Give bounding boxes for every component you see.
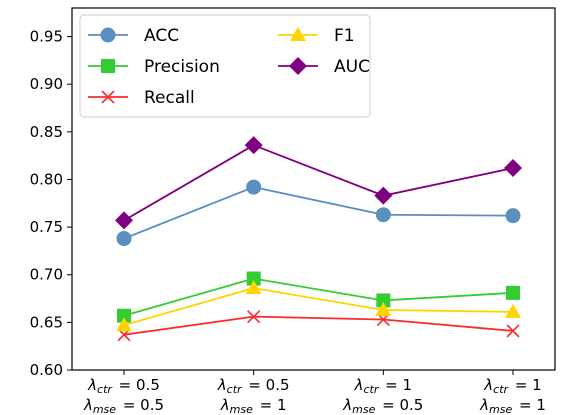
x-tick-label-bottom: λmse = 0.5 (83, 396, 164, 415)
legend: ACC Precision Recall F1 AUC (79, 14, 371, 118)
series-line-precision (123, 277, 514, 317)
data-point-auc (244, 136, 263, 155)
series-precision (117, 271, 520, 323)
x-tick-subscript: mse (230, 403, 253, 415)
data-point-f1 (505, 303, 521, 318)
x-tick-subscript: ctr (493, 383, 509, 396)
data-point-recall (247, 310, 261, 324)
legend-label: ACC (144, 26, 179, 46)
data-point-precision (117, 308, 131, 323)
legend-label: AUC (334, 57, 370, 77)
x-tick-value: = 1 (510, 376, 542, 394)
data-point-auc (115, 211, 133, 230)
legend-marker-acc (100, 27, 116, 43)
legend-item-acc: ACC (88, 26, 179, 46)
x-tick-subscript: ctr (97, 383, 113, 396)
plot-frame (71, 7, 556, 371)
x-tick-subscript: mse (93, 403, 116, 415)
data-point-auc (504, 159, 522, 178)
x-tick-label-top: λctr = 0.5 (87, 376, 160, 396)
lambda-symbol: λ (217, 376, 227, 394)
series-auc (115, 136, 522, 230)
legend-marker-precision (101, 59, 115, 73)
lambda-symbol: λ (342, 396, 352, 414)
data-point-f1 (116, 317, 132, 332)
legend-item-auc: AUC (278, 57, 370, 77)
y-tick-label: 0.70 (30, 266, 63, 284)
x-tick-value: = 0.5 (118, 396, 164, 414)
series-line-recall (123, 315, 514, 336)
x-tick-value: = 0.5 (114, 376, 160, 394)
y-tick-label: 0.90 (30, 75, 63, 93)
x-tick-subscript: ctr (227, 383, 243, 396)
x-tick-label-top: λctr = 0.5 (217, 376, 290, 396)
data-point-precision (506, 285, 520, 300)
lambda-symbol: λ (220, 396, 230, 414)
y-axis: 0.60 0.65 0.70 0.75 0.80 0.85 0.90 0.95 (30, 28, 72, 379)
x-tick-label-bottom: λmse = 1 (479, 396, 546, 415)
y-tick-label: 0.75 (30, 218, 63, 236)
x-tick-value: = 1 (514, 396, 546, 414)
data-point-precision (376, 293, 391, 308)
legend-marker-f1 (290, 27, 306, 41)
lambda-symbol: λ (87, 376, 97, 394)
lambda-symbol: λ (354, 376, 364, 394)
data-point-auc (374, 186, 393, 205)
legend-marker-auc (289, 57, 307, 75)
legend-marker-recall (101, 90, 115, 104)
x-tick-value: = 0.5 (377, 396, 423, 414)
x-tick-value: = 0.5 (244, 376, 290, 394)
legend-label: Precision (144, 57, 220, 77)
x-tick-subscript: mse (352, 403, 375, 415)
legend-item-f1: F1 (278, 26, 355, 46)
series-layer (115, 136, 522, 342)
series-line-acc (123, 186, 514, 240)
series-line-f1 (123, 287, 514, 327)
x-tick-label-bottom: λmse = 0.5 (342, 396, 423, 415)
legend-label: F1 (334, 26, 355, 46)
series-f1 (116, 280, 521, 332)
x-tick-subscript: mse (489, 403, 512, 415)
data-point-acc (375, 207, 391, 223)
legend-item-recall: Recall (88, 88, 195, 108)
lambda-symbol: λ (483, 376, 493, 394)
data-point-recall (506, 324, 520, 338)
series-acc (116, 179, 521, 247)
lambda-symbol: λ (479, 396, 489, 414)
x-tick-value: = 1 (380, 376, 412, 394)
legend-label: Recall (144, 88, 195, 108)
y-tick-label: 0.80 (30, 170, 63, 188)
lambda-symbol: λ (83, 396, 93, 414)
data-point-precision (246, 271, 261, 286)
y-tick-label: 0.95 (30, 28, 63, 46)
y-tick-label: 0.60 (30, 361, 63, 379)
data-point-acc (116, 231, 132, 247)
legend-item-precision: Precision (88, 57, 220, 77)
x-tick-label-top: λctr = 1 (483, 376, 541, 396)
series-line-auc (123, 144, 514, 222)
data-point-acc (505, 208, 521, 224)
data-point-f1 (375, 301, 392, 316)
x-tick-label-top: λctr = 1 (354, 376, 412, 396)
y-tick-label: 0.65 (30, 313, 63, 331)
data-point-acc (246, 179, 262, 195)
y-tick-label: 0.85 (30, 123, 63, 141)
x-tick-label-bottom: λmse = 1 (220, 396, 287, 415)
series-recall (117, 310, 520, 342)
x-tick-subscript: ctr (364, 383, 380, 396)
data-point-f1 (245, 280, 262, 295)
x-tick-value: = 1 (255, 396, 287, 414)
